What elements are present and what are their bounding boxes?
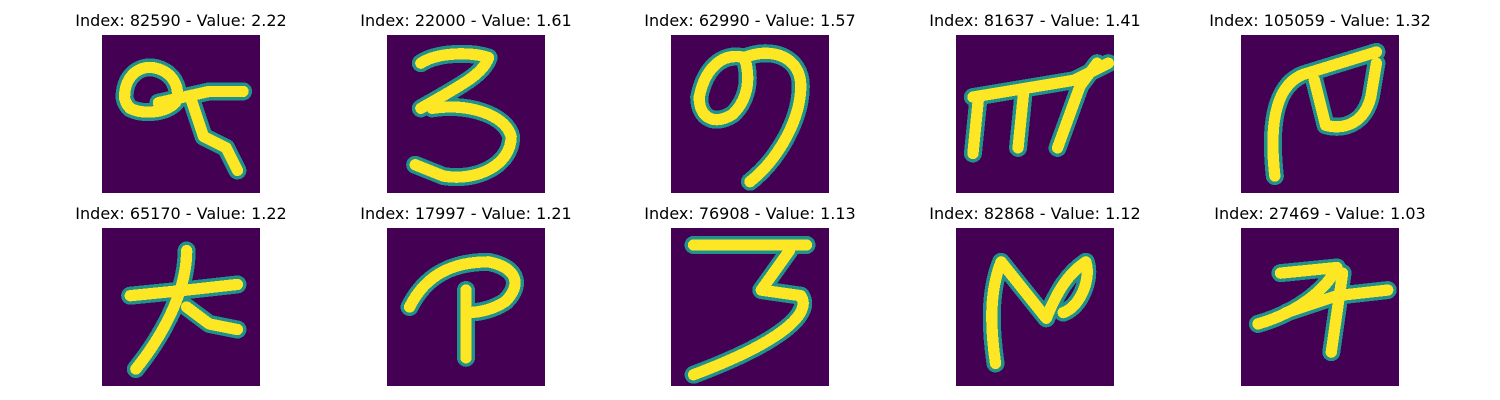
panel-title: Index: 65170 - Value: 1.22 xyxy=(75,204,287,223)
sample-image-17997 xyxy=(387,228,545,386)
sample-image-27469 xyxy=(1241,228,1399,386)
glyph-stroke xyxy=(986,256,1093,370)
panel-title: Index: 27469 - Value: 1.03 xyxy=(1214,204,1426,223)
sample-image-82590 xyxy=(102,35,260,193)
sample-image-76908 xyxy=(671,228,829,386)
glyph-stroke xyxy=(1297,46,1383,81)
glyph-stroke xyxy=(693,50,754,126)
sample-image-62990 xyxy=(671,35,829,193)
glyph-stroke xyxy=(409,101,517,183)
glyph-stroke xyxy=(415,51,495,114)
glyph-stroke xyxy=(1325,267,1349,358)
glyph-stroke xyxy=(130,244,193,375)
sample-image-22000 xyxy=(387,35,545,193)
panel-title: Index: 22000 - Value: 1.61 xyxy=(360,11,572,30)
panel-title: Index: 82590 - Value: 2.22 xyxy=(75,11,287,30)
panel-title: Index: 81637 - Value: 1.41 xyxy=(929,11,1141,30)
panel-title: Index: 76908 - Value: 1.13 xyxy=(644,204,856,223)
panel-title: Index: 82868 - Value: 1.12 xyxy=(929,204,1141,223)
glyph-stroke xyxy=(738,47,807,188)
glyph-stroke xyxy=(186,97,244,177)
panel-title: Index: 105059 - Value: 1.32 xyxy=(1209,11,1431,30)
glyph-stroke xyxy=(687,244,809,381)
glyph-stroke xyxy=(1274,261,1343,279)
sample-image-82868 xyxy=(956,228,1114,386)
sample-image-105059 xyxy=(1241,35,1399,193)
glyph-stroke xyxy=(967,91,985,160)
panel-title: Index: 17997 - Value: 1.21 xyxy=(360,204,572,223)
glyph-stroke xyxy=(181,301,244,336)
glyph-stroke xyxy=(403,256,521,319)
glyph-stroke xyxy=(152,85,249,109)
panel-title: Index: 62990 - Value: 1.57 xyxy=(644,11,856,30)
glyph-stroke xyxy=(1267,68,1309,182)
glyph-stroke xyxy=(1074,57,1103,92)
glyph-stroke xyxy=(1051,80,1086,154)
glyph-stroke xyxy=(1308,57,1383,133)
sample-image-81637 xyxy=(956,35,1114,193)
glyph-stroke xyxy=(124,278,244,302)
sample-image-65170 xyxy=(102,228,260,386)
glyph-stroke xyxy=(1012,85,1030,154)
